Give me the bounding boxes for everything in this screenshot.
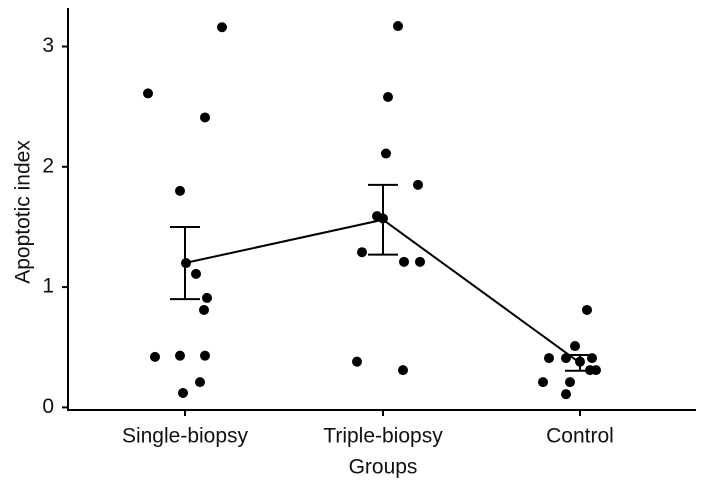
data-point	[570, 341, 580, 352]
data-point	[393, 21, 403, 32]
data-point	[199, 304, 209, 315]
error-bar	[565, 354, 595, 372]
y-tick-label: 3	[42, 34, 54, 57]
data-point	[217, 22, 227, 33]
error-bar	[368, 183, 398, 256]
error-bar	[170, 225, 200, 301]
x-axis-title: Groups	[349, 456, 418, 479]
data-point	[415, 256, 425, 267]
data-point	[175, 350, 185, 361]
data-point	[381, 148, 391, 159]
data-point	[398, 365, 408, 376]
data-point	[565, 377, 575, 388]
y-tick-label: 2	[42, 154, 54, 177]
data-point	[352, 356, 362, 367]
data-point	[200, 112, 210, 123]
y-axis-title: Apoptotic index	[12, 140, 35, 284]
data-point	[195, 377, 205, 388]
data-point	[150, 351, 160, 362]
data-point	[178, 387, 188, 398]
data-point	[582, 304, 592, 315]
data-point	[399, 256, 409, 267]
data-point	[357, 247, 367, 258]
data-point	[561, 389, 571, 400]
data-point	[538, 377, 548, 388]
x-tick-label: Single-biopsy	[122, 425, 249, 448]
data-point	[544, 353, 554, 364]
data-point	[202, 292, 212, 303]
data-point	[143, 88, 153, 99]
data-point	[175, 185, 185, 196]
data-point	[191, 268, 201, 279]
y-tick-label: 1	[42, 275, 54, 298]
x-tick-label: Triple-biopsy	[323, 425, 443, 448]
data-point	[200, 350, 210, 361]
x-tick-label: Control	[546, 425, 614, 448]
data-point	[383, 92, 393, 103]
y-tick-label: 0	[42, 395, 54, 418]
data-point	[413, 179, 423, 190]
